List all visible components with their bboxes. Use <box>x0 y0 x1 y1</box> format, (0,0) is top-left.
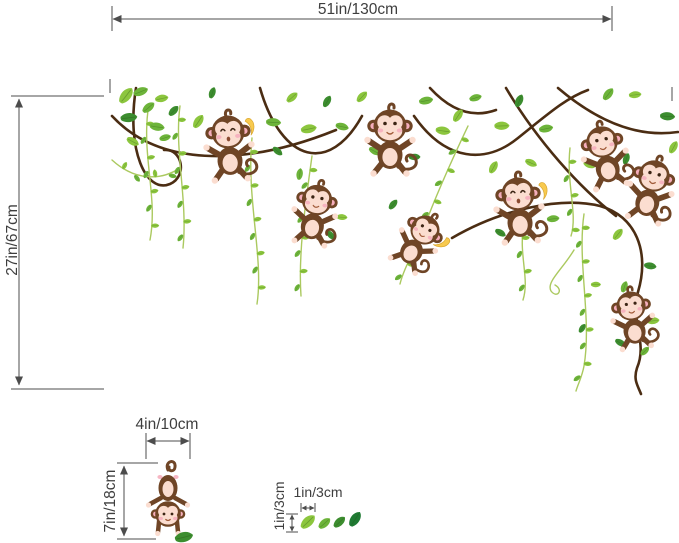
leaf-icon <box>189 113 207 130</box>
leaf-icon <box>417 93 434 108</box>
leaf-icon <box>545 212 561 226</box>
sample-monkey-height-label: 7in/18cm <box>102 470 119 533</box>
leaf-width-label: 1in/3cm <box>293 484 342 500</box>
leaf-icon <box>589 279 602 290</box>
leaf-icon <box>166 105 181 117</box>
leaf-icon <box>658 107 677 125</box>
stem-vine <box>575 213 588 392</box>
leaf-icon <box>331 515 347 529</box>
leaf-icon <box>537 121 554 136</box>
vine-swoop-1 <box>110 114 338 158</box>
leaf-icon <box>627 88 643 102</box>
vine-swoop-4 <box>428 86 498 115</box>
leaf-icon <box>119 109 139 127</box>
leaf-icon <box>284 91 300 104</box>
vine-loop <box>132 86 183 187</box>
vine-swoop-3 <box>412 88 590 157</box>
leaf-icon <box>642 258 658 274</box>
leaf-icon <box>600 87 617 102</box>
leaf-icon <box>293 167 307 182</box>
sample-monkey-size: 4in/10cm 7in/18cm <box>102 416 198 543</box>
leaf-icon <box>665 140 679 155</box>
leaf-icon <box>386 198 400 211</box>
height-dimension: 27in/67cm <box>4 95 104 390</box>
green-stems <box>111 105 595 392</box>
leaf-icon <box>141 101 156 114</box>
sample-monkey <box>146 462 190 537</box>
width-dimension-label: 51in/130cm <box>318 1 398 18</box>
leaf-icon <box>319 94 335 109</box>
leaf-height-label: 1in/3cm <box>271 481 287 530</box>
leaf-icon <box>205 86 220 100</box>
monkeys <box>201 104 679 353</box>
monkey-climbing-left <box>286 176 345 250</box>
leaf-icon <box>523 155 538 171</box>
monkey-climbing-vine <box>606 284 660 354</box>
leaf-icon <box>119 161 130 171</box>
leaf-swatches <box>298 510 365 530</box>
leaf-icon <box>446 166 456 176</box>
sample-monkey-width-label: 4in/10cm <box>136 416 199 433</box>
leaf-size-sample: 1in/3cm 1in/3cm <box>271 481 365 533</box>
leaf-icon <box>264 113 283 131</box>
leaf-icon <box>485 160 502 175</box>
leaf-icon <box>492 117 511 134</box>
vine-swoop-2 <box>258 86 364 155</box>
leaf-icon <box>299 121 318 137</box>
monkey-top-center <box>364 104 416 177</box>
leaf-icon <box>610 227 626 241</box>
stem-curl <box>549 249 575 295</box>
vine-swoop-6 <box>556 86 679 135</box>
decal-artwork <box>110 85 679 396</box>
leaf-icon <box>434 122 452 140</box>
leaf-icon <box>298 514 318 530</box>
leaf-icon <box>154 91 169 106</box>
leaf-icon <box>316 517 332 530</box>
leaf-icon <box>345 510 365 528</box>
leaf-icon <box>158 132 172 144</box>
width-dimension: 51in/130cm <box>109 1 673 101</box>
leaf-icon <box>354 90 370 104</box>
leaf-icon <box>460 135 470 145</box>
leaf-icon <box>148 118 166 136</box>
leaf-icon <box>468 92 483 104</box>
stem-vine <box>177 105 185 249</box>
leaf-icon <box>334 118 350 135</box>
leaf-icon <box>432 197 443 207</box>
height-dimension-label: 27in/67cm <box>4 204 21 276</box>
leaf-icon <box>494 225 507 240</box>
